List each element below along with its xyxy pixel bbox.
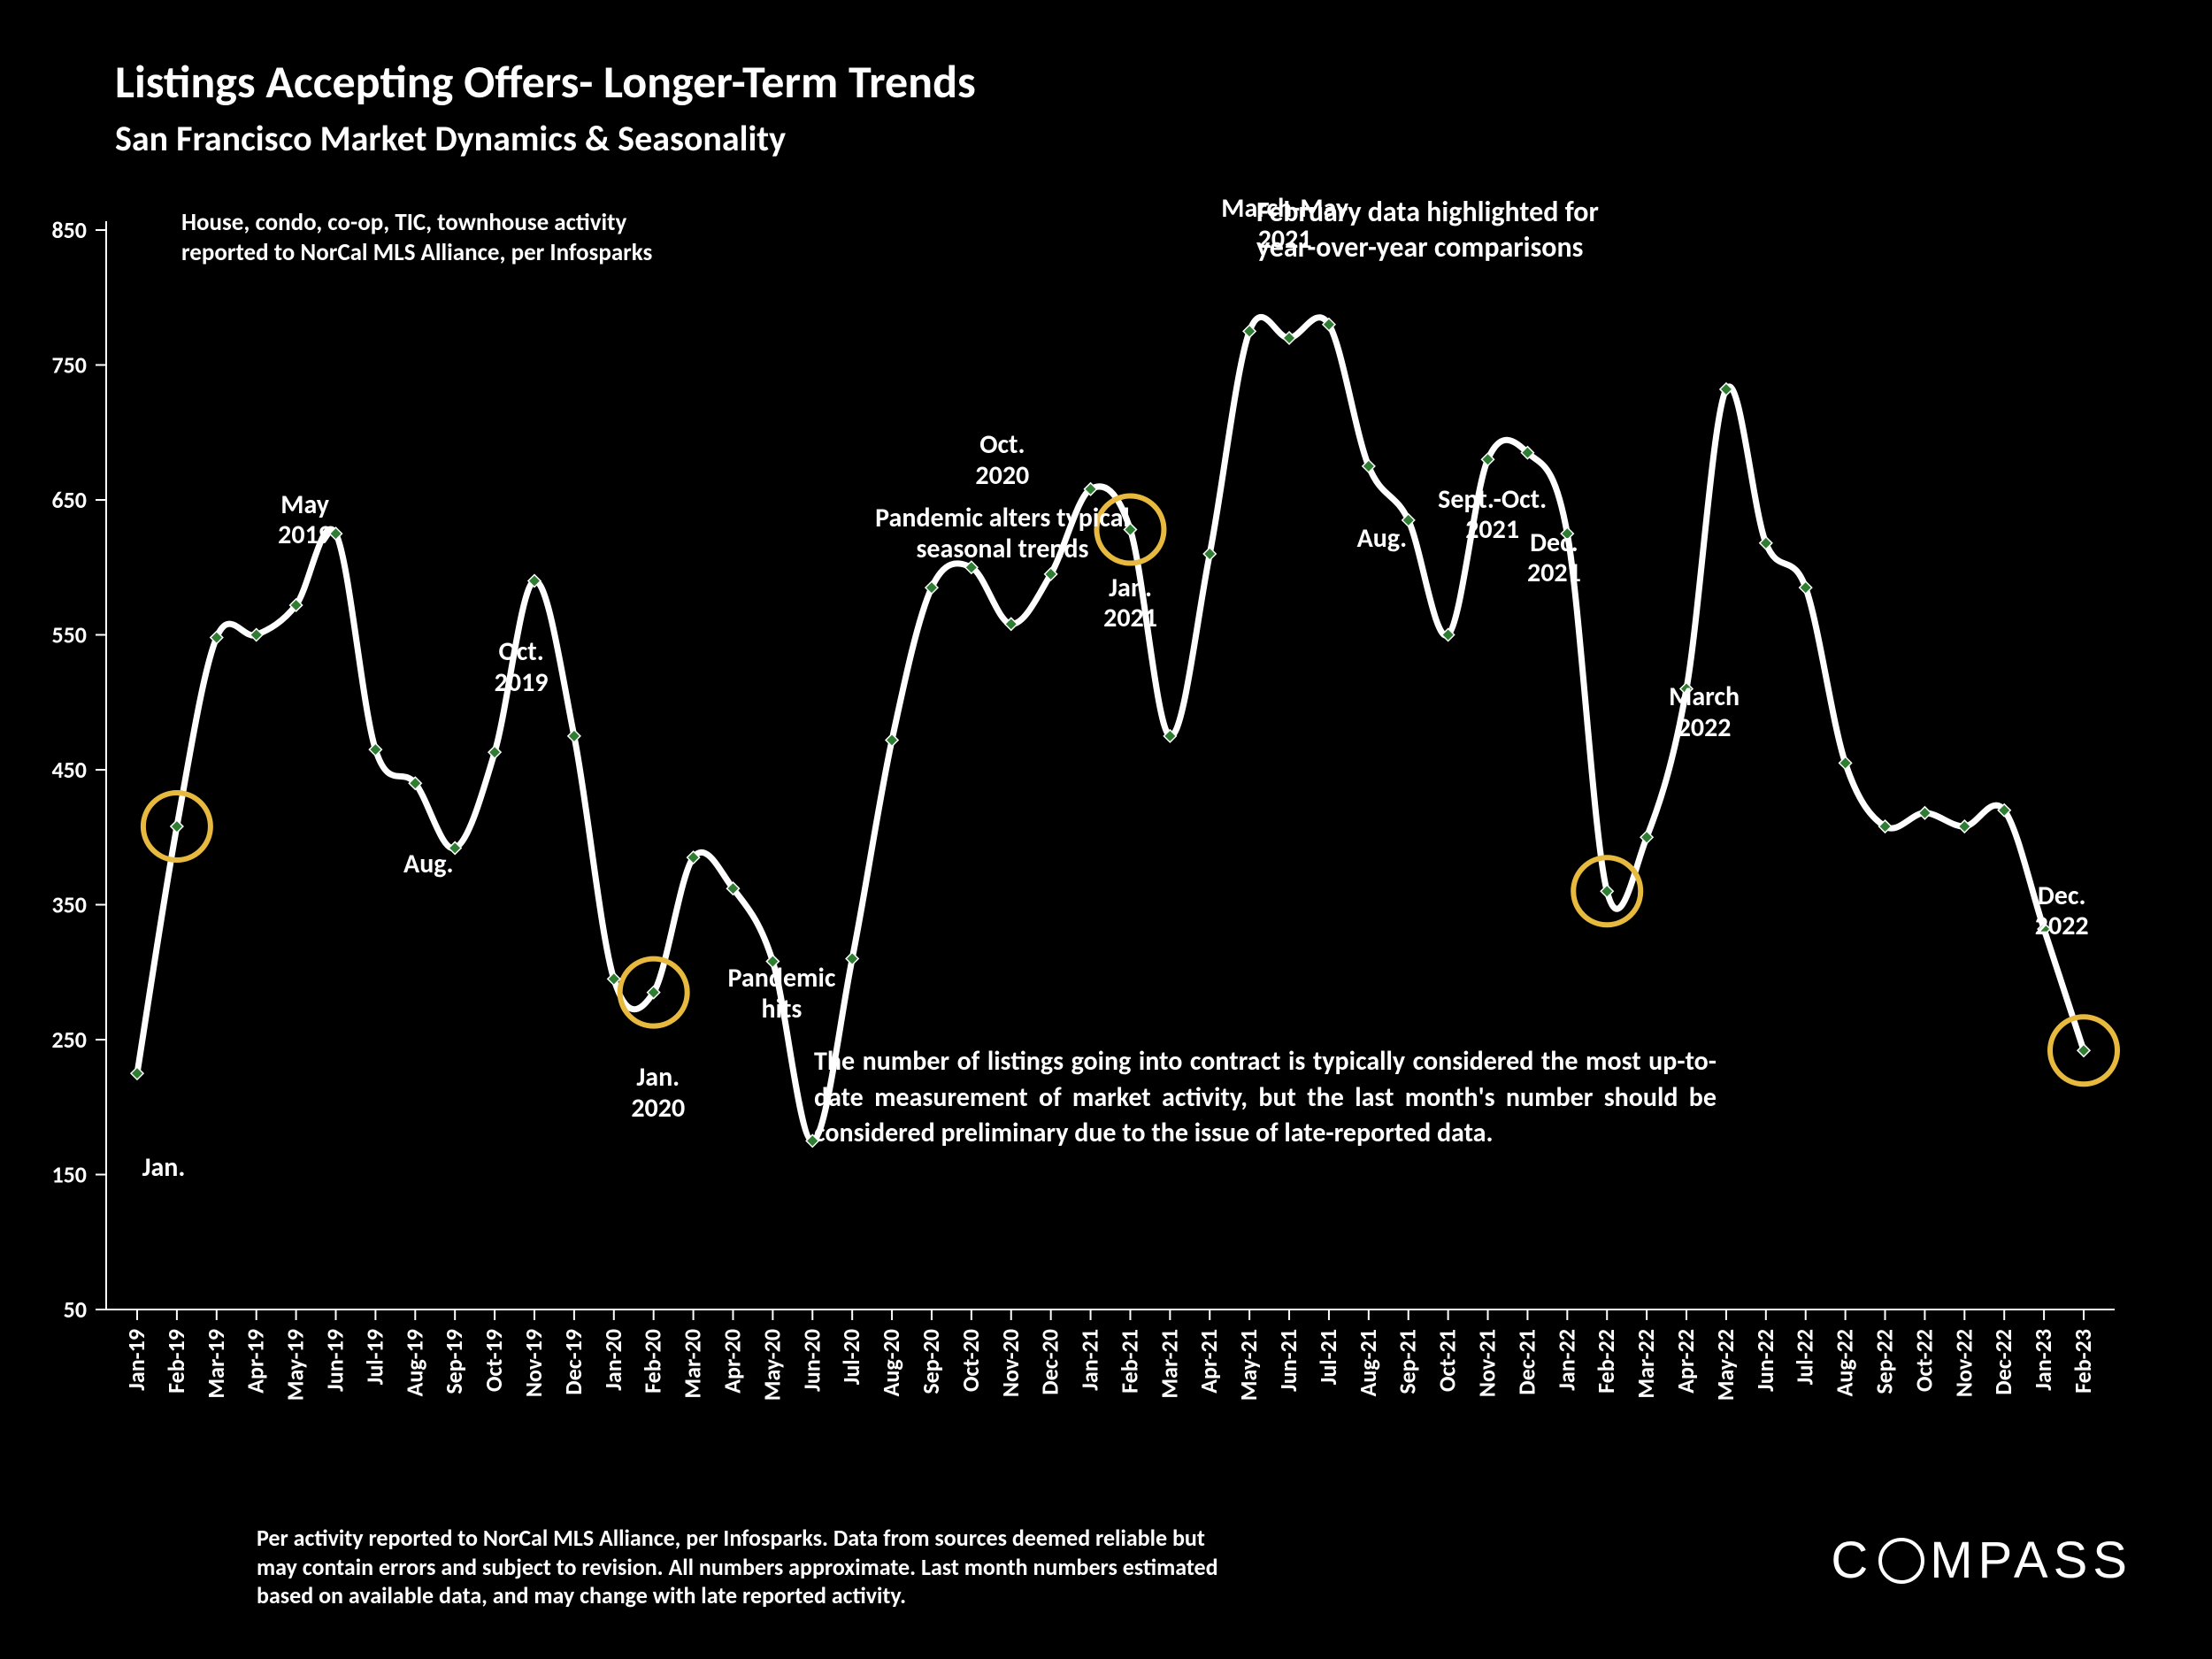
svg-text:May-21: May-21 xyxy=(1234,1329,1263,1401)
svg-text:Oct-20: Oct-20 xyxy=(956,1329,985,1392)
svg-text:Sep-20: Sep-20 xyxy=(917,1329,945,1394)
chart-annotation: Aug. xyxy=(403,849,454,880)
chart-annotation: Aug. xyxy=(1357,524,1408,555)
chart-annotation: Dec. 2022 xyxy=(2035,881,2089,942)
svg-text:850: 850 xyxy=(51,216,87,244)
svg-text:250: 250 xyxy=(51,1025,87,1054)
svg-text:Dec-20: Dec-20 xyxy=(1036,1329,1064,1395)
svg-text:Oct-19: Oct-19 xyxy=(480,1329,508,1392)
svg-text:450: 450 xyxy=(51,756,87,784)
svg-text:Jan-22: Jan-22 xyxy=(1552,1329,1580,1391)
svg-text:Jan-23: Jan-23 xyxy=(2029,1329,2057,1391)
svg-text:Mar-22: Mar-22 xyxy=(1632,1329,1660,1399)
svg-text:Jul-19: Jul-19 xyxy=(360,1329,388,1385)
svg-text:Nov-19: Nov-19 xyxy=(519,1329,548,1397)
chart-annotation: March 2022 xyxy=(1669,682,1740,743)
svg-text:Aug-22: Aug-22 xyxy=(1831,1329,1859,1396)
compass-text-rest: MPASS xyxy=(1930,1531,2132,1590)
footer-note: Per activity reported to NorCal MLS Alli… xyxy=(257,1524,1218,1610)
svg-text:Jul-20: Jul-20 xyxy=(837,1329,865,1385)
svg-text:Feb-21: Feb-21 xyxy=(1115,1329,1143,1394)
svg-text:Apr-21: Apr-21 xyxy=(1194,1329,1223,1394)
svg-text:Jul-22: Jul-22 xyxy=(1791,1329,1819,1385)
svg-text:Aug-20: Aug-20 xyxy=(877,1329,905,1396)
svg-text:Feb-23: Feb-23 xyxy=(2069,1329,2097,1394)
svg-text:650: 650 xyxy=(51,486,87,514)
svg-text:50: 50 xyxy=(64,1295,87,1324)
svg-text:550: 550 xyxy=(51,621,87,649)
chart-annotation: Pandemic hits xyxy=(728,964,836,1025)
svg-text:Feb-20: Feb-20 xyxy=(639,1329,667,1394)
svg-text:Sep-19: Sep-19 xyxy=(440,1329,468,1394)
svg-text:Oct-21: Oct-21 xyxy=(1433,1329,1462,1392)
svg-text:Nov-21: Nov-21 xyxy=(1473,1329,1502,1397)
chart-annotation: Jan. xyxy=(142,1153,186,1184)
svg-text:Mar-21: Mar-21 xyxy=(1155,1329,1183,1399)
chart-annotation: May 2019 xyxy=(278,490,332,551)
chart-annotation: Jan. 2020 xyxy=(631,1063,685,1124)
svg-text:750: 750 xyxy=(51,351,87,380)
svg-text:Jan-21: Jan-21 xyxy=(1076,1329,1104,1391)
chart-annotation: Pandemic alters typical seasonal trends xyxy=(875,503,1130,565)
svg-text:May-20: May-20 xyxy=(757,1329,786,1401)
svg-text:Dec-22: Dec-22 xyxy=(1989,1329,2017,1395)
svg-text:Aug-21: Aug-21 xyxy=(1354,1329,1382,1396)
svg-text:Mar-20: Mar-20 xyxy=(679,1329,707,1399)
svg-text:Apr-20: Apr-20 xyxy=(718,1329,746,1394)
svg-text:Feb-19: Feb-19 xyxy=(162,1329,190,1394)
svg-text:May-22: May-22 xyxy=(1711,1329,1740,1401)
svg-text:Jun-20: Jun-20 xyxy=(797,1329,826,1392)
svg-text:Jan-19: Jan-19 xyxy=(122,1329,150,1391)
svg-text:Sep-22: Sep-22 xyxy=(1870,1329,1899,1394)
svg-text:350: 350 xyxy=(51,891,87,919)
svg-text:Jun-21: Jun-21 xyxy=(1274,1329,1302,1392)
svg-text:150: 150 xyxy=(51,1161,87,1189)
svg-text:Feb-22: Feb-22 xyxy=(1592,1329,1620,1394)
chart-annotation: Dec. 2021 xyxy=(1527,528,1581,589)
compass-text-c: C xyxy=(1831,1531,1873,1590)
svg-text:Apr-22: Apr-22 xyxy=(1671,1329,1700,1394)
compass-circle-icon xyxy=(1877,1536,1926,1586)
svg-text:Aug-19: Aug-19 xyxy=(400,1329,428,1396)
chart-annotation: Jan. 2021 xyxy=(1103,573,1157,634)
svg-text:May-19: May-19 xyxy=(281,1329,310,1401)
chart-annotation: Oct. 2019 xyxy=(495,637,549,698)
svg-text:Nov-20: Nov-20 xyxy=(996,1329,1025,1397)
svg-text:Apr-19: Apr-19 xyxy=(242,1329,270,1394)
svg-text:Jun-22: Jun-22 xyxy=(1751,1329,1779,1392)
svg-text:Mar-19: Mar-19 xyxy=(202,1329,230,1399)
chart-annotation: March-May 2021 xyxy=(1221,194,1348,255)
svg-text:Nov-22: Nov-22 xyxy=(1949,1329,1978,1397)
svg-text:Dec-21: Dec-21 xyxy=(1512,1329,1540,1395)
svg-text:Jul-21: Jul-21 xyxy=(1314,1329,1342,1385)
chart-container: Listings Accepting Offers- Longer-Term T… xyxy=(0,0,2212,1659)
chart-annotation: Oct. 2020 xyxy=(975,430,1029,491)
svg-text:Dec-19: Dec-19 xyxy=(559,1329,588,1395)
svg-text:Jun-19: Jun-19 xyxy=(320,1329,349,1392)
compass-logo: C MPASS xyxy=(1831,1531,2132,1590)
svg-text:Sep-21: Sep-21 xyxy=(1394,1329,1422,1394)
svg-text:Oct-22: Oct-22 xyxy=(1909,1329,1938,1392)
line-chart: 50 150 250 350 450 550 650 750 850 Jan-19 Feb-19 Ma… xyxy=(0,0,2212,1659)
svg-text:Jan-20: Jan-20 xyxy=(599,1329,627,1391)
